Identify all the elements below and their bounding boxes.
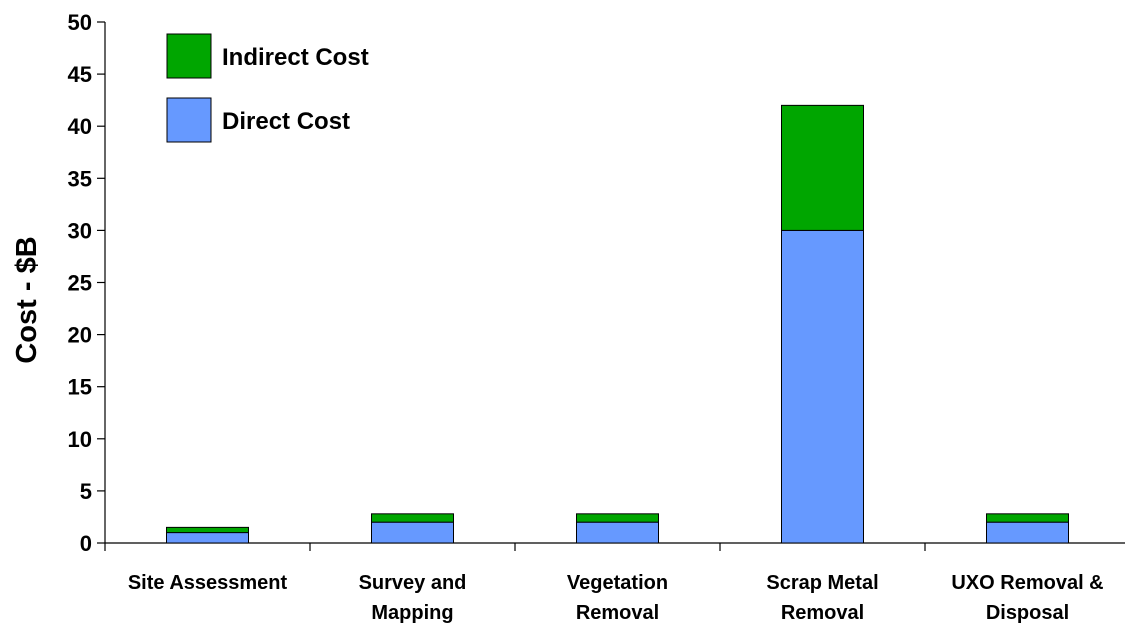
y-tick-label: 30 [68,218,92,243]
x-category-label-line: Vegetation [567,572,668,594]
bar-direct-cost [986,521,1069,544]
y-tick-label: 40 [68,114,92,139]
x-category-label: Survey and Mapping [359,572,467,624]
bar-direct-cost [781,229,864,544]
legend-swatch [166,33,212,79]
legend-label: Direct Cost [222,108,350,135]
y-axis-title: Cost - $B [11,236,43,363]
x-category-label-line: Scrap Metal [766,572,878,594]
y-axis: 0 5 10 15 20 25 30 35 40 45 50 [68,10,106,556]
bar-indirect-cost [166,526,249,534]
x-category-label: Site Assessment [128,572,288,594]
y-tick-label: 45 [68,62,92,87]
y-tick-label: 0 [80,531,92,556]
y-tick-label: 25 [68,271,92,296]
bars-group [166,104,1069,544]
bar-direct-cost [371,521,454,544]
y-tick-label: 5 [80,479,92,504]
y-tick-label: 10 [68,427,92,452]
y-tick-label: 50 [68,10,92,35]
y-tick-label: 15 [68,375,92,400]
y-tick-label: 35 [68,166,92,191]
x-category-label: UXO Removal & Disposal [951,572,1103,624]
legend: Indirect Cost Direct Cost [166,33,369,143]
x-axis: Site Assessment Survey and Mapping Vegetati… [104,542,1125,624]
legend-swatch [166,97,212,143]
x-category-label: Scrap Metal Removal [766,572,878,624]
y-tick-label: 20 [68,323,92,348]
bar-indirect-cost [986,513,1069,523]
bar-direct-cost [166,532,249,544]
x-category-label-line: Removal [576,602,659,624]
bar-indirect-cost [371,513,454,523]
x-category-label-line: Removal [781,602,864,624]
bar-indirect-cost [576,513,659,523]
bar-direct-cost [576,521,659,544]
x-category-label-line: Site Assessment [128,572,288,594]
bar-indirect-cost [781,104,864,231]
x-category-label-line: Survey and [359,572,467,594]
x-category-label-line: Mapping [371,602,453,624]
x-category-label: Vegetation Removal [567,572,668,624]
x-category-label-line: Disposal [986,602,1069,624]
legend-label: Indirect Cost [222,44,369,71]
x-category-label-line: UXO Removal & [951,572,1103,594]
